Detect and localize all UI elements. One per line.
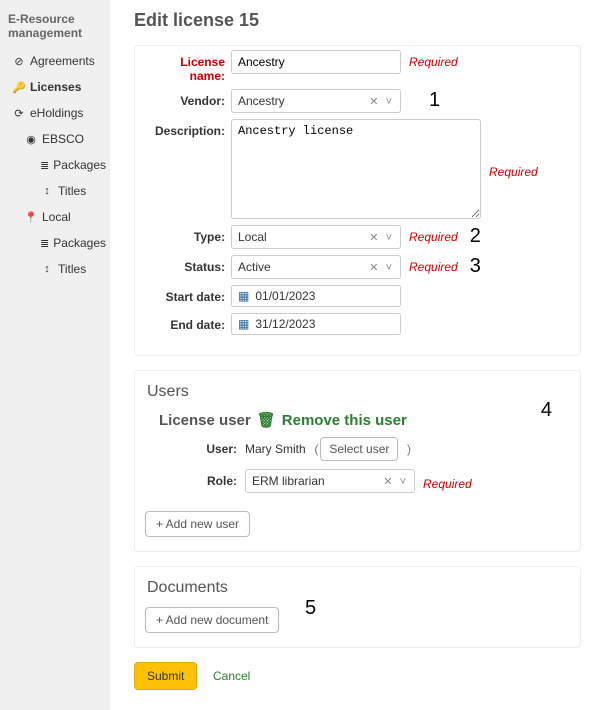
users-section-title: Users — [147, 383, 570, 401]
packages-icon: ≣ — [40, 159, 49, 172]
callout-5: 5 — [305, 597, 316, 620]
required-text: Required — [489, 160, 538, 179]
status-value: Active — [238, 260, 271, 274]
end-date-input[interactable]: ▦ 31/12/2023 — [231, 313, 401, 335]
start-date-value: 01/01/2023 — [255, 289, 315, 303]
role-select[interactable]: ERM librarian ✕ ˅ — [245, 469, 415, 493]
callout-4: 4 — [541, 399, 552, 422]
nav-label: Titles — [58, 262, 86, 276]
nav-eholdings[interactable]: ⟳ eHoldings — [0, 100, 110, 126]
callout-2: 2 — [470, 225, 481, 248]
agreements-icon: ⊘ — [12, 55, 26, 68]
vendor-value: Ancestry — [238, 94, 285, 108]
select-clear-caret-icon: ✕ ˅ — [369, 261, 394, 274]
paren-open: ( — [308, 442, 319, 456]
type-value: Local — [238, 230, 267, 244]
license-user-heading: License user — [159, 412, 251, 429]
sidebar-heading: E-Resource management — [8, 12, 102, 40]
start-date-input[interactable]: ▦ 01/01/2023 — [231, 285, 401, 307]
local-icon: 📍 — [24, 211, 38, 224]
users-panel: Users 4 License user 🗑 Remove this user … — [134, 370, 581, 552]
page-title: Edit license 15 — [134, 10, 581, 31]
sidebar: E-Resource management ⊘ Agreements 🔑 Lic… — [0, 0, 110, 710]
eholdings-icon: ⟳ — [12, 107, 26, 120]
cancel-button[interactable]: Cancel — [207, 668, 256, 684]
description-label: Description: — [145, 119, 231, 138]
role-label: Role: — [145, 474, 245, 488]
type-select[interactable]: Local ✕ ˅ — [231, 225, 401, 249]
required-text: Required — [423, 472, 472, 491]
required-text: Required — [409, 50, 458, 69]
end-date-value: 31/12/2023 — [255, 317, 315, 331]
select-clear-caret-icon: ✕ ˅ — [369, 95, 394, 108]
nav-ebsco[interactable]: ◉ EBSCO — [0, 126, 110, 152]
nav-ebsco-titles[interactable]: ↕ Titles — [0, 178, 110, 204]
select-clear-caret-icon: ✕ ˅ — [369, 231, 394, 244]
form-actions: Submit Cancel — [134, 662, 581, 690]
user-label: User: — [145, 442, 245, 456]
license-form-panel: License name: Required Vendor: Ancestry … — [134, 45, 581, 356]
add-document-button[interactable]: + Add new document — [145, 607, 279, 633]
user-value: Mary Smith — [245, 442, 306, 456]
nav-local[interactable]: 📍 Local — [0, 204, 110, 230]
nav-label: Local — [42, 210, 71, 224]
nav-label: Packages — [53, 236, 106, 250]
titles-icon: ↕ — [40, 185, 54, 197]
required-text: Required — [409, 225, 458, 244]
nav-ebsco-packages[interactable]: ≣ Packages — [0, 152, 110, 178]
nav-label: Licenses — [30, 80, 81, 94]
callout-3: 3 — [470, 255, 481, 278]
remove-user-link[interactable]: Remove this user — [282, 412, 407, 429]
nav-label: Packages — [53, 158, 106, 172]
status-select[interactable]: Active ✕ ˅ — [231, 255, 401, 279]
documents-section-title: Documents — [147, 579, 570, 597]
trash-icon: 🗑 — [257, 411, 276, 429]
packages-icon: ≣ — [40, 237, 49, 250]
main-content: Edit license 15 License name: Required V… — [110, 0, 593, 710]
role-value: ERM librarian — [252, 474, 325, 488]
nav-label: EBSCO — [42, 132, 84, 146]
titles-icon: ↕ — [40, 263, 54, 275]
add-user-button[interactable]: + Add new user — [145, 511, 250, 537]
paren-close: ) — [400, 442, 411, 456]
callout-1: 1 — [429, 89, 440, 112]
nav-agreements[interactable]: ⊘ Agreements — [0, 48, 110, 74]
calendar-icon: ▦ — [238, 317, 249, 331]
type-label: Type: — [145, 225, 231, 244]
nav-local-titles[interactable]: ↕ Titles — [0, 256, 110, 282]
licenses-icon: 🔑 — [12, 81, 26, 94]
submit-button[interactable]: Submit — [134, 662, 197, 690]
end-date-label: End date: — [145, 313, 231, 332]
documents-panel: Documents 5 + Add new document — [134, 566, 581, 648]
nav-label: Agreements — [30, 54, 95, 68]
vendor-label: Vendor: — [145, 89, 231, 108]
nav-label: Titles — [58, 184, 86, 198]
calendar-icon: ▦ — [238, 289, 249, 303]
start-date-label: Start date: — [145, 285, 231, 304]
nav-label: eHoldings — [30, 106, 83, 120]
description-textarea[interactable]: Ancestry license — [231, 119, 481, 219]
nav-local-packages[interactable]: ≣ Packages — [0, 230, 110, 256]
ebsco-icon: ◉ — [24, 133, 38, 146]
required-text: Required — [409, 255, 458, 274]
status-label: Status: — [145, 255, 231, 274]
license-name-input[interactable] — [231, 50, 401, 74]
license-name-label: License name: — [145, 50, 231, 83]
vendor-select[interactable]: Ancestry ✕ ˅ — [231, 89, 401, 113]
select-user-button[interactable]: Select user — [320, 437, 398, 461]
nav-licenses[interactable]: 🔑 Licenses — [0, 74, 110, 100]
select-clear-caret-icon: ✕ ˅ — [383, 475, 408, 488]
